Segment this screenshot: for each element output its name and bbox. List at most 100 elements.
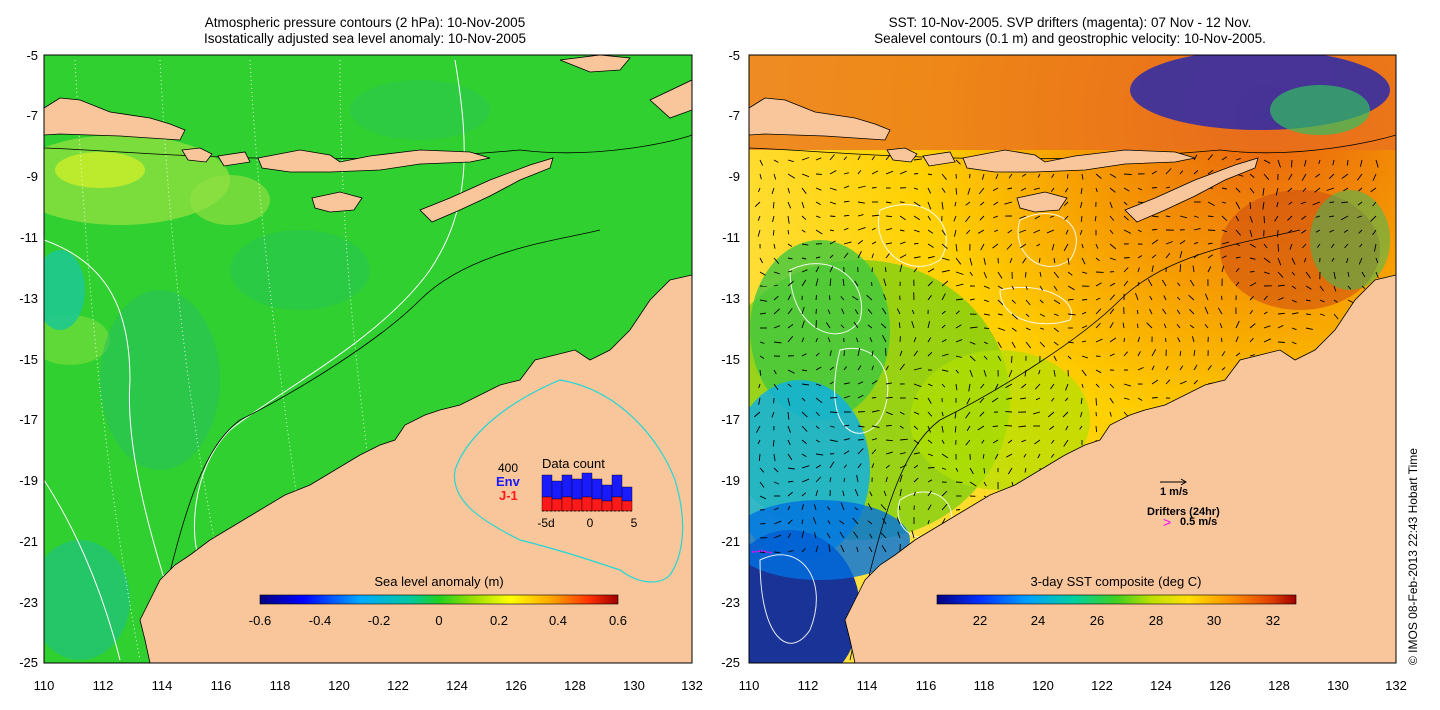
velocity-vector [1344,243,1349,249]
velocity-vector [801,369,808,372]
velocity-vector [1249,270,1255,273]
velocity-vector [871,365,874,371]
colorbar-tick: 24 [1031,613,1045,628]
velocity-vector [1062,411,1069,418]
velocity-vector [927,519,930,525]
velocity-vector [857,240,864,245]
velocity-vector [992,425,999,428]
colorbar-tick: 28 [1149,613,1163,628]
lon-tick-label: 128 [1268,678,1290,693]
velocity-vector [827,506,831,511]
velocity-vector [978,187,985,195]
velocity-vector [1109,243,1117,250]
velocity-vector [787,519,793,525]
velocity-vector [1300,201,1307,205]
velocity-vector [1235,352,1241,357]
vector-scale-legend: 1 m/s Drifters (24hr) > 0.5 m/s [1147,478,1220,530]
sea-level-outline [453,379,684,583]
velocity-vector [1204,293,1209,301]
velocity-vector [843,156,848,161]
velocity-vector [1053,285,1058,291]
velocity-vector [815,411,820,417]
velocity-vector [787,270,793,273]
velocity-vector [983,327,990,330]
pressure-contour [249,59,321,661]
velocity-vector [787,491,793,497]
velocity-vector [1109,215,1115,221]
velocity-vector [1288,201,1293,205]
velocity-vector [843,424,850,427]
velocity-vector [1263,311,1268,315]
data-count-bars [541,472,633,512]
velocity-vector [1123,397,1130,400]
velocity-vector [955,243,958,252]
velocity-vector [801,157,810,161]
velocity-vector [881,307,887,315]
velocity-vector [829,215,836,217]
velocity-vector [1333,285,1337,292]
lon-tick-label: 118 [974,678,995,693]
velocity-vector [1302,187,1307,192]
sea-level-contour [999,286,1073,325]
velocity-vector [1064,397,1069,402]
velocity-vector [843,227,849,231]
velocity-vector [1346,257,1349,264]
velocity-vector [941,425,944,433]
velocity-vector [980,243,985,251]
velocity-vector [941,503,948,511]
velocity-vector [899,474,903,483]
velocity-vector [927,173,933,176]
velocity-vector [941,383,946,388]
velocity-vector [1039,327,1045,330]
velocity-vector [1217,307,1223,315]
sea-level-contour [193,59,465,561]
velocity-vector [913,229,920,233]
velocity-vector [857,394,864,399]
velocity-vector [1047,411,1055,418]
lon-tick-label: 122 [1091,678,1113,693]
velocity-vector [941,324,946,329]
j1-count-bar [621,500,633,512]
velocity-vector [1207,365,1212,371]
velocity-vector [1050,187,1055,193]
anomaly-patch [100,290,220,470]
velocity-vector [871,214,880,217]
velocity-vector [1151,365,1155,371]
velocity-vector [1021,383,1027,389]
velocity-vector [1249,296,1254,301]
velocity-vector [1006,397,1013,400]
velocity-vector [913,411,920,415]
velocity-vector [829,411,838,413]
velocity-vector [1038,257,1041,263]
sea-level-contour [759,554,817,644]
velocity-vector [927,453,933,457]
velocity-vector [773,284,779,287]
velocity-vector [969,369,973,377]
lat-tick-label: -7 [728,108,740,123]
velocity-vector [1151,379,1159,385]
velocity-vector [1301,173,1307,182]
velocity-vector [759,173,762,180]
velocity-vector [759,257,763,264]
lon-tick-label: 130 [1327,678,1349,693]
velocity-vector [829,477,832,483]
velocity-vector [979,397,985,404]
pressure-contour [339,59,381,551]
colorbar-label: Sea level anomaly (m) [374,574,503,589]
velocity-vector [1221,241,1230,245]
env-count-bar [601,484,613,502]
velocity-vector [1095,369,1102,374]
velocity-vector [801,320,805,329]
velocity-vector [1151,348,1157,357]
velocity-vector [1123,351,1128,357]
velocity-vector [1037,453,1041,459]
velocity-vector [801,548,806,553]
velocity-vector [1081,243,1084,249]
velocity-vector [1011,355,1013,363]
velocity-vector [994,229,999,233]
velocity-vector [759,271,766,276]
velocity-vector [815,229,823,235]
velocity-vector [871,253,874,259]
lat-tick-label: -5 [26,48,38,63]
velocity-vector [927,411,933,417]
